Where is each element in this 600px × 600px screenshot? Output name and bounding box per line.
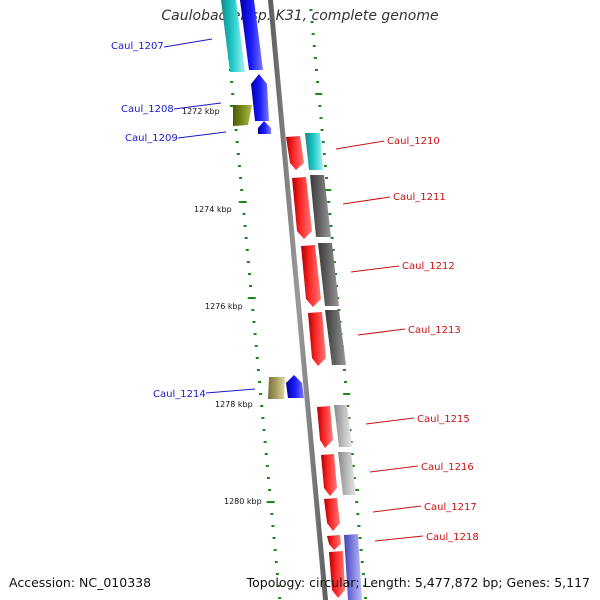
gene-label-caul-1210[interactable]: Caul_1210 xyxy=(387,136,440,147)
accession-text: Accession: NC_010338 xyxy=(9,575,152,590)
tick-label: 1278 kbp xyxy=(215,400,253,409)
gene-label-caul-1209[interactable]: Caul_1209 xyxy=(125,133,178,144)
gene-caul-1207-features[interactable] xyxy=(221,0,263,72)
gene-caul-1215-features[interactable] xyxy=(317,405,352,448)
tick-label: 1276 kbp xyxy=(205,302,243,311)
gene-label-caul-1213[interactable]: Caul_1213 xyxy=(408,325,461,336)
gene-label-caul-1217[interactable]: Caul_1217 xyxy=(424,502,477,513)
gene-label-caul-1208[interactable]: Caul_1208 xyxy=(121,104,174,115)
genome-backbone xyxy=(268,0,328,600)
gene-caul-1216-features[interactable] xyxy=(321,452,356,496)
tick-label: 1274 kbp xyxy=(194,205,232,214)
gene-caul-1212-features[interactable] xyxy=(301,243,339,307)
genome-summary-text: Topology: circular; Length: 5,477,872 bp… xyxy=(246,575,590,590)
gene-label-caul-1214[interactable]: Caul_1214 xyxy=(153,389,206,400)
gene-caul-1210-features[interactable] xyxy=(286,133,323,170)
gene-caul-1218-features[interactable] xyxy=(327,534,362,600)
gene-caul-1208-features[interactable] xyxy=(233,74,269,126)
tick-label: 1280 kbp xyxy=(224,497,262,506)
gene-label-caul-1211[interactable]: Caul_1211 xyxy=(393,192,446,203)
gene-caul-1209-features[interactable] xyxy=(258,121,271,134)
left-leader-lines xyxy=(163,38,256,394)
tick-label: 1272 kbp xyxy=(182,107,220,116)
gene-label-caul-1212[interactable]: Caul_1212 xyxy=(402,261,455,272)
gene-caul-1217-features[interactable] xyxy=(324,498,340,531)
gene-label-caul-1216[interactable]: Caul_1216 xyxy=(421,462,474,473)
right-leader-lines xyxy=(335,140,424,542)
gene-label-caul-1207[interactable]: Caul_1207 xyxy=(111,41,164,52)
gene-caul-1214-features[interactable] xyxy=(268,375,304,399)
gene-caul-1213-features[interactable] xyxy=(308,310,346,366)
gene-label-caul-1218[interactable]: Caul_1218 xyxy=(426,532,479,543)
gene-label-caul-1215[interactable]: Caul_1215 xyxy=(417,414,470,425)
gene-caul-1211-features[interactable] xyxy=(292,175,331,239)
